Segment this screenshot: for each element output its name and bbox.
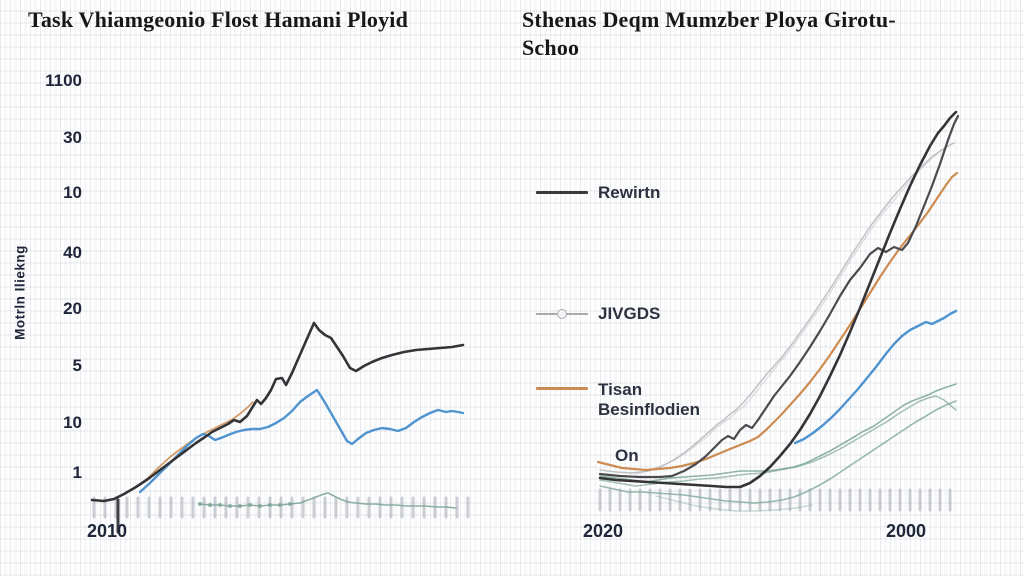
series-line-dark-gray-panel2 — [598, 114, 960, 479]
y-tick-label: 30 — [63, 128, 82, 147]
legend-label: JIVGDS — [598, 304, 661, 323]
y-tick-label: 10 — [63, 413, 82, 432]
x-tick-label-right-2000: 2000 — [886, 521, 927, 541]
legend-item-on: On — [615, 447, 639, 464]
y-tick-label: 10 — [63, 183, 82, 202]
right-chart-title-line1: Sthenas Deqm Mumzber Ploya Girotu- — [522, 7, 896, 32]
legend-label: Tisan Besinflodien — [598, 380, 701, 420]
series-line-On-panel2 — [599, 383, 957, 483]
series-line-Rewirtn-panel2 — [598, 110, 958, 489]
legend-item-rewirtn: Rewirtn — [536, 184, 660, 201]
series-point-marker — [218, 503, 222, 507]
y-tick-label: 40 — [63, 243, 82, 262]
series-line-Tisan Besinflodien-panel2 — [596, 171, 959, 472]
series-line-On-3-panel2 — [599, 395, 957, 487]
series-point-marker — [268, 503, 272, 507]
legend-label: On — [615, 446, 639, 465]
series-point-marker — [198, 502, 202, 506]
y-tick-label: 20 — [63, 299, 82, 318]
legend-item-jivgds: JIVGDS — [536, 305, 660, 322]
x-tick-label-right-2020: 2020 — [583, 521, 624, 541]
tisan-line-swatch-icon — [536, 387, 588, 390]
circle-marker-icon — [557, 308, 567, 319]
series-point-marker — [248, 503, 252, 507]
right-chart-title-line2: Schoo — [522, 34, 580, 60]
series-line-Tisan Besinflodien-panel1 — [145, 401, 254, 481]
x-tick-label-left-2010: 2010 — [87, 521, 128, 541]
series-point-marker — [258, 504, 262, 508]
series-line-Rewirtn-panel1 — [90, 321, 465, 503]
series-line-blue-panel2 — [793, 309, 958, 445]
series-point-marker — [288, 502, 292, 506]
y-tick-label: 1100 — [45, 71, 82, 90]
series-point-marker — [228, 504, 232, 508]
right-chart-title: Sthenas Deqm Mumzber Ploya Girotu- Schoo — [522, 6, 982, 61]
series-point-marker — [208, 503, 212, 507]
y-tick-label: 5 — [72, 356, 82, 375]
series-line-On-faint-panel2 — [655, 495, 813, 512]
legend-label: Rewirtn — [598, 183, 661, 202]
y-tick-label: 1 — [72, 463, 82, 482]
left-chart-title: Task Vhiamgeonio Flost Hamani Ployid — [28, 7, 409, 32]
legend-item-tisan-besinflodien: Tisan Besinflodien — [536, 380, 706, 420]
rewirtn-line-swatch-icon — [536, 191, 588, 194]
jivgds-line-marker-swatch-icon — [536, 308, 588, 319]
series-line-JIVGDS-2-panel2 — [635, 147, 947, 475]
series-point-marker — [278, 503, 282, 507]
y-axis-title: Motrln Iliekng — [12, 245, 28, 340]
series-line-JIVGDS-panel2 — [599, 142, 955, 474]
series-point-marker — [238, 504, 242, 508]
series-line-On-panel1 — [199, 492, 457, 509]
series-line-On-2-panel2 — [599, 400, 957, 504]
series-line-blue-panel1 — [138, 388, 465, 494]
